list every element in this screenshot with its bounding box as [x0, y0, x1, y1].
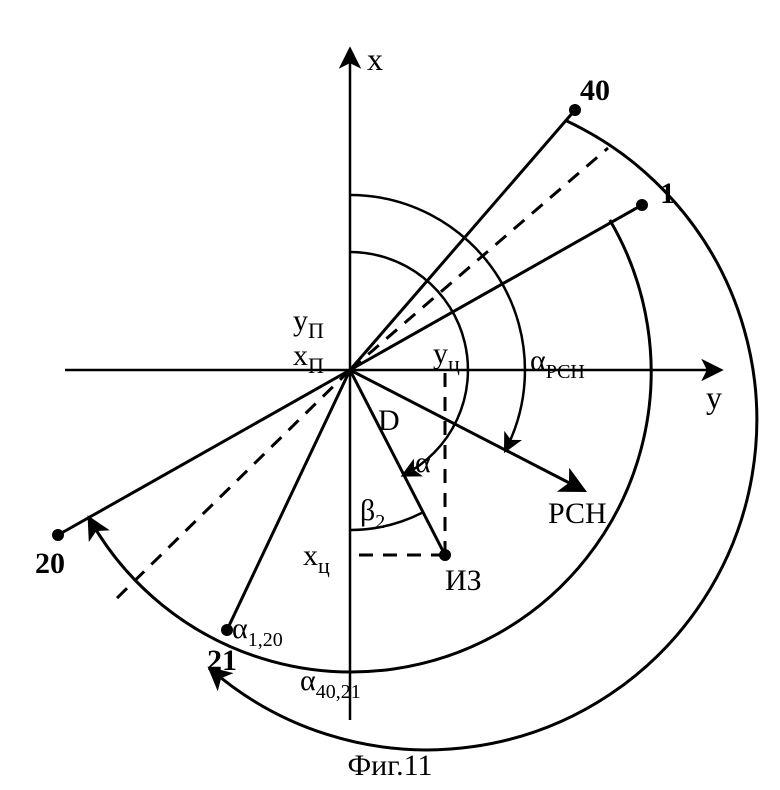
arc-alpha-rcn	[350, 195, 525, 450]
label-alpha-1-20: α1,20	[232, 612, 283, 651]
label-axis-x: x	[367, 41, 383, 77]
dot-20	[52, 529, 64, 541]
figure-caption: Фиг.11	[347, 749, 432, 782]
label-21: 21	[207, 644, 237, 677]
label-40: 40	[580, 74, 610, 107]
label-20: 20	[35, 547, 65, 580]
label-alpha: α	[415, 446, 431, 479]
arc-alpha-1-20	[90, 220, 652, 672]
label-axis-y: y	[706, 379, 722, 415]
label-beta2: β2	[360, 494, 385, 533]
label-x-ts: xц	[303, 539, 330, 578]
ray-1	[350, 205, 642, 370]
ray-D	[350, 370, 445, 555]
ray-21	[227, 370, 350, 630]
point-iz	[439, 549, 451, 561]
ray-20	[58, 370, 350, 535]
diagram-canvas: x y yП xП 1 40 20 21 РСН ИЗ yц xц D α αР…	[0, 0, 780, 790]
dot-1	[636, 199, 648, 211]
label-1: 1	[660, 177, 675, 210]
label-x-pi: xП	[293, 339, 324, 378]
label-rcn: РСН	[548, 497, 607, 530]
label-alpha-rcn: αРСН	[530, 344, 585, 383]
label-D: D	[378, 404, 400, 437]
label-iz: ИЗ	[445, 564, 482, 597]
label-y-pi: yП	[293, 304, 324, 343]
